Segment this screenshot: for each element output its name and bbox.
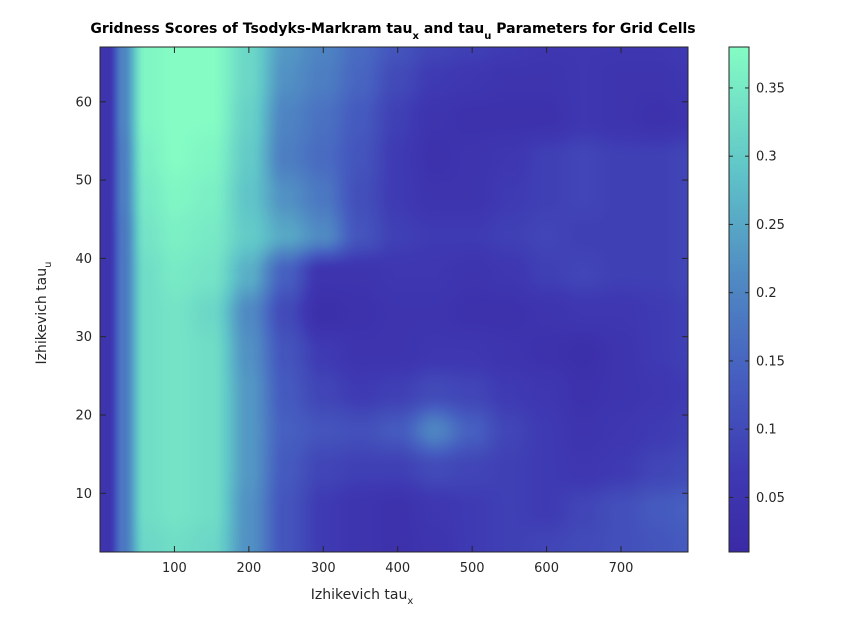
- chart-title-sub-u: u: [484, 31, 491, 42]
- x-tick-label: 100: [162, 561, 187, 576]
- x-axis-label: Izhikevich taux: [311, 587, 414, 607]
- x-tick-label: 500: [460, 561, 485, 576]
- plot-frame: [99, 46, 689, 553]
- chart-title-part-1: Gridness Scores of Tsodyks-Markram tau: [90, 21, 412, 37]
- x-tick-label: 300: [311, 561, 336, 576]
- colorbar-frame: [728, 46, 750, 553]
- colorbar-tick-label: 0.1: [756, 423, 777, 438]
- chart-title: Gridness Scores of Tsodyks-Markram taux …: [90, 21, 695, 42]
- colorbar-tick-label: 0.3: [756, 150, 777, 165]
- chart-title-sub-x: x: [413, 31, 420, 42]
- chart-title-part-3: Parameters for Grid Cells: [491, 21, 695, 37]
- y-tick-label: 30: [75, 330, 92, 345]
- x-tick-label: 600: [534, 561, 559, 576]
- colorbar-tick-label: 0.25: [756, 218, 785, 233]
- y-tick-label: 40: [75, 252, 92, 267]
- y-tick-label: 50: [75, 174, 92, 189]
- y-axis-label-main: Izhikevich tau: [34, 268, 50, 365]
- colorbar-tick-label: 0.35: [756, 81, 785, 96]
- colorbar-ticks: 0.05 0.1 0.15 0.2 0.25 0.3 0.35: [729, 81, 785, 506]
- y-tick-label: 20: [75, 408, 92, 423]
- x-tick-label: 700: [609, 561, 634, 576]
- y-axis-label: Izhikevich tauu: [34, 262, 54, 365]
- y-tick-label: 60: [75, 95, 92, 110]
- x-axis-label-main: Izhikevich tau: [311, 587, 408, 603]
- colorbar-tick-label: 0.05: [756, 491, 785, 506]
- heatmap-plot-area: [100, 47, 688, 552]
- y-tick-label: 10: [75, 487, 92, 502]
- colorbar-gradient: [729, 47, 749, 552]
- y-axis-label-sub: u: [43, 262, 54, 268]
- colorbar-tick-label: 0.2: [756, 286, 777, 301]
- x-axis: 100 200 300 400 500 600 700: [162, 47, 633, 576]
- y-axis: 10 20 30 40 50 60: [75, 95, 688, 502]
- x-tick-label: 200: [236, 561, 261, 576]
- x-axis-label-sub: x: [407, 596, 413, 607]
- colorbar-tick-label: 0.15: [756, 354, 785, 369]
- heatmap-surface: [100, 47, 688, 552]
- colorbar: 0.05 0.1 0.15 0.2 0.25 0.3 0.35: [728, 46, 785, 553]
- chart-title-part-2: and tau: [419, 21, 484, 37]
- x-tick-label: 400: [385, 561, 410, 576]
